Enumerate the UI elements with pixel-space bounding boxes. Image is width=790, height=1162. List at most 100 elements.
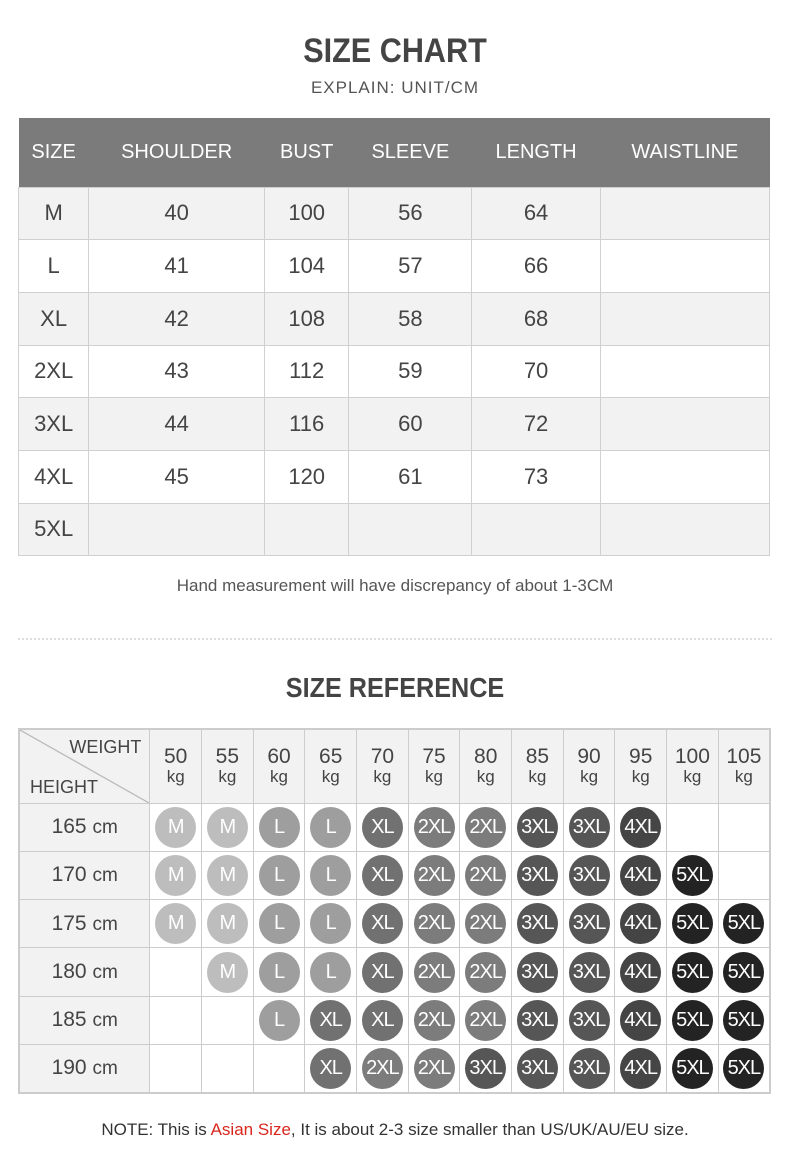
table-cell: 5XL xyxy=(17,502,90,557)
size-badge: M xyxy=(206,854,248,896)
table-cell: 4XL xyxy=(17,449,90,504)
size-cell: 3XL xyxy=(562,850,616,901)
size-cell: L xyxy=(252,899,306,949)
weight-header: 50 kg xyxy=(149,728,203,804)
size-chart-table: SIZE SHOULDER BUST SLEEVE LENGTH WAISTLINE M 40… xyxy=(17,118,771,557)
weight-header: 55 kg xyxy=(201,728,254,804)
size-badge: 2XL xyxy=(413,951,455,993)
table-cell: XL xyxy=(17,291,90,346)
measurement-note: Hand measurement will have discrepancy o… xyxy=(176,576,614,595)
size-cell: L xyxy=(252,947,306,997)
size-badge: 2XL xyxy=(465,951,507,993)
size-cell: L xyxy=(252,995,306,1045)
weight-value: 100 xyxy=(674,745,710,769)
weight-header: 60 kg xyxy=(252,728,306,804)
divider xyxy=(18,638,772,640)
size-badge: 4XL xyxy=(620,951,662,993)
size-cell: 3XL xyxy=(511,802,564,852)
size-badge: XL xyxy=(310,1047,352,1089)
size-badge: 4XL xyxy=(620,806,662,848)
weight-unit: kg xyxy=(425,767,444,787)
height-value: 180 xyxy=(51,960,87,984)
size-badge: XL xyxy=(361,951,403,993)
size-badge: 4XL xyxy=(620,903,662,945)
size-badge: 5XL xyxy=(671,1047,713,1089)
table-row: XL 42 108 58 68 xyxy=(17,291,771,346)
size-cell: 5XL xyxy=(666,850,719,901)
table-cell xyxy=(471,502,601,557)
table-row: 4XL 45 120 61 73 xyxy=(17,449,771,504)
size-badge: XL xyxy=(361,903,403,945)
weight-header: 80 kg xyxy=(459,728,513,804)
table-cell: 3XL xyxy=(17,397,90,451)
size-cell: XL xyxy=(356,899,409,949)
table-cell: 68 xyxy=(471,291,601,346)
size-cell: 2XL xyxy=(407,947,461,997)
height-label: HEIGHT xyxy=(30,776,99,797)
weight-value: 90 xyxy=(577,745,601,769)
height-value: 170 xyxy=(51,863,87,887)
size-cell: 5XL xyxy=(717,1043,771,1094)
size-cell: XL xyxy=(356,850,409,901)
size-badge: M xyxy=(155,903,197,945)
table-cell: 2XL xyxy=(17,344,90,399)
size-cell: XL xyxy=(356,947,409,997)
size-cell xyxy=(149,1043,203,1094)
size-cell: M xyxy=(149,802,203,852)
note-suffix: , It is about 2-3 size smaller than US/U… xyxy=(290,1120,689,1139)
size-badge: 2XL xyxy=(465,806,507,848)
size-cell xyxy=(149,995,203,1045)
size-badge: 5XL xyxy=(671,854,713,896)
size-cell: M xyxy=(201,947,254,997)
size-badge: 3XL xyxy=(516,951,558,993)
size-badge: XL xyxy=(361,999,403,1041)
size-badge: 5XL xyxy=(671,903,713,945)
size-cell: L xyxy=(252,802,306,852)
table-cell: L xyxy=(17,239,90,293)
size-cell: M xyxy=(201,899,254,949)
weight-value: 50 xyxy=(164,745,188,769)
size-cell: L xyxy=(304,802,358,852)
size-cell: XL xyxy=(304,1043,358,1094)
column-header: SLEEVE xyxy=(348,118,472,187)
size-cell: M xyxy=(201,802,254,852)
size-reference-table: WEIGHT HEIGHT 50 kg 55 kg 60 kg 65 kg 70 kg 75 kg 80 kg… xyxy=(18,728,771,1094)
height-value: 175 xyxy=(51,911,87,935)
table-cell: 43 xyxy=(88,344,266,399)
size-cell: 5XL xyxy=(666,995,719,1045)
size-cell: 3XL xyxy=(562,947,616,997)
size-cell: 2XL xyxy=(459,947,513,997)
size-cell: 2XL xyxy=(459,995,513,1045)
size-badge: 2XL xyxy=(465,999,507,1041)
size-badge: M xyxy=(155,806,197,848)
table-cell: 72 xyxy=(471,397,601,451)
size-cell: 2XL xyxy=(356,1043,409,1094)
table-row: 190 cm XL 2XL 2XL 3XL 3XL 3XL 4XL 5XL 5XL xyxy=(18,1043,771,1094)
size-cell: 5XL xyxy=(666,947,719,997)
size-cell: 3XL xyxy=(459,1043,513,1094)
weight-unit: kg xyxy=(734,767,753,787)
size-cell: 2XL xyxy=(407,995,461,1045)
height-value: 190 xyxy=(51,1056,87,1080)
table-cell: 66 xyxy=(471,239,601,293)
size-cell: 3XL xyxy=(562,1043,616,1094)
size-cell: 2XL xyxy=(459,899,513,949)
size-cell: 3XL xyxy=(511,947,564,997)
size-cell xyxy=(252,1043,306,1094)
table-cell: M xyxy=(17,186,90,241)
size-badge: L xyxy=(310,806,352,848)
size-badge: 3XL xyxy=(516,1047,558,1089)
column-header: LENGTH xyxy=(471,118,601,187)
weight-unit: kg xyxy=(218,767,237,787)
size-cell: 4XL xyxy=(614,802,668,852)
height-unit: cm xyxy=(92,865,118,887)
table-row: L 41 104 57 66 xyxy=(17,239,771,293)
column-header: BUST xyxy=(264,118,349,187)
size-badge: 3XL xyxy=(568,1047,610,1089)
weight-unit: kg xyxy=(373,767,392,787)
weight-header: 65 kg xyxy=(304,728,358,804)
size-badge: 2XL xyxy=(361,1047,403,1089)
size-badge: L xyxy=(258,806,300,848)
size-badge: 5XL xyxy=(671,951,713,993)
size-badge: L xyxy=(258,903,300,945)
